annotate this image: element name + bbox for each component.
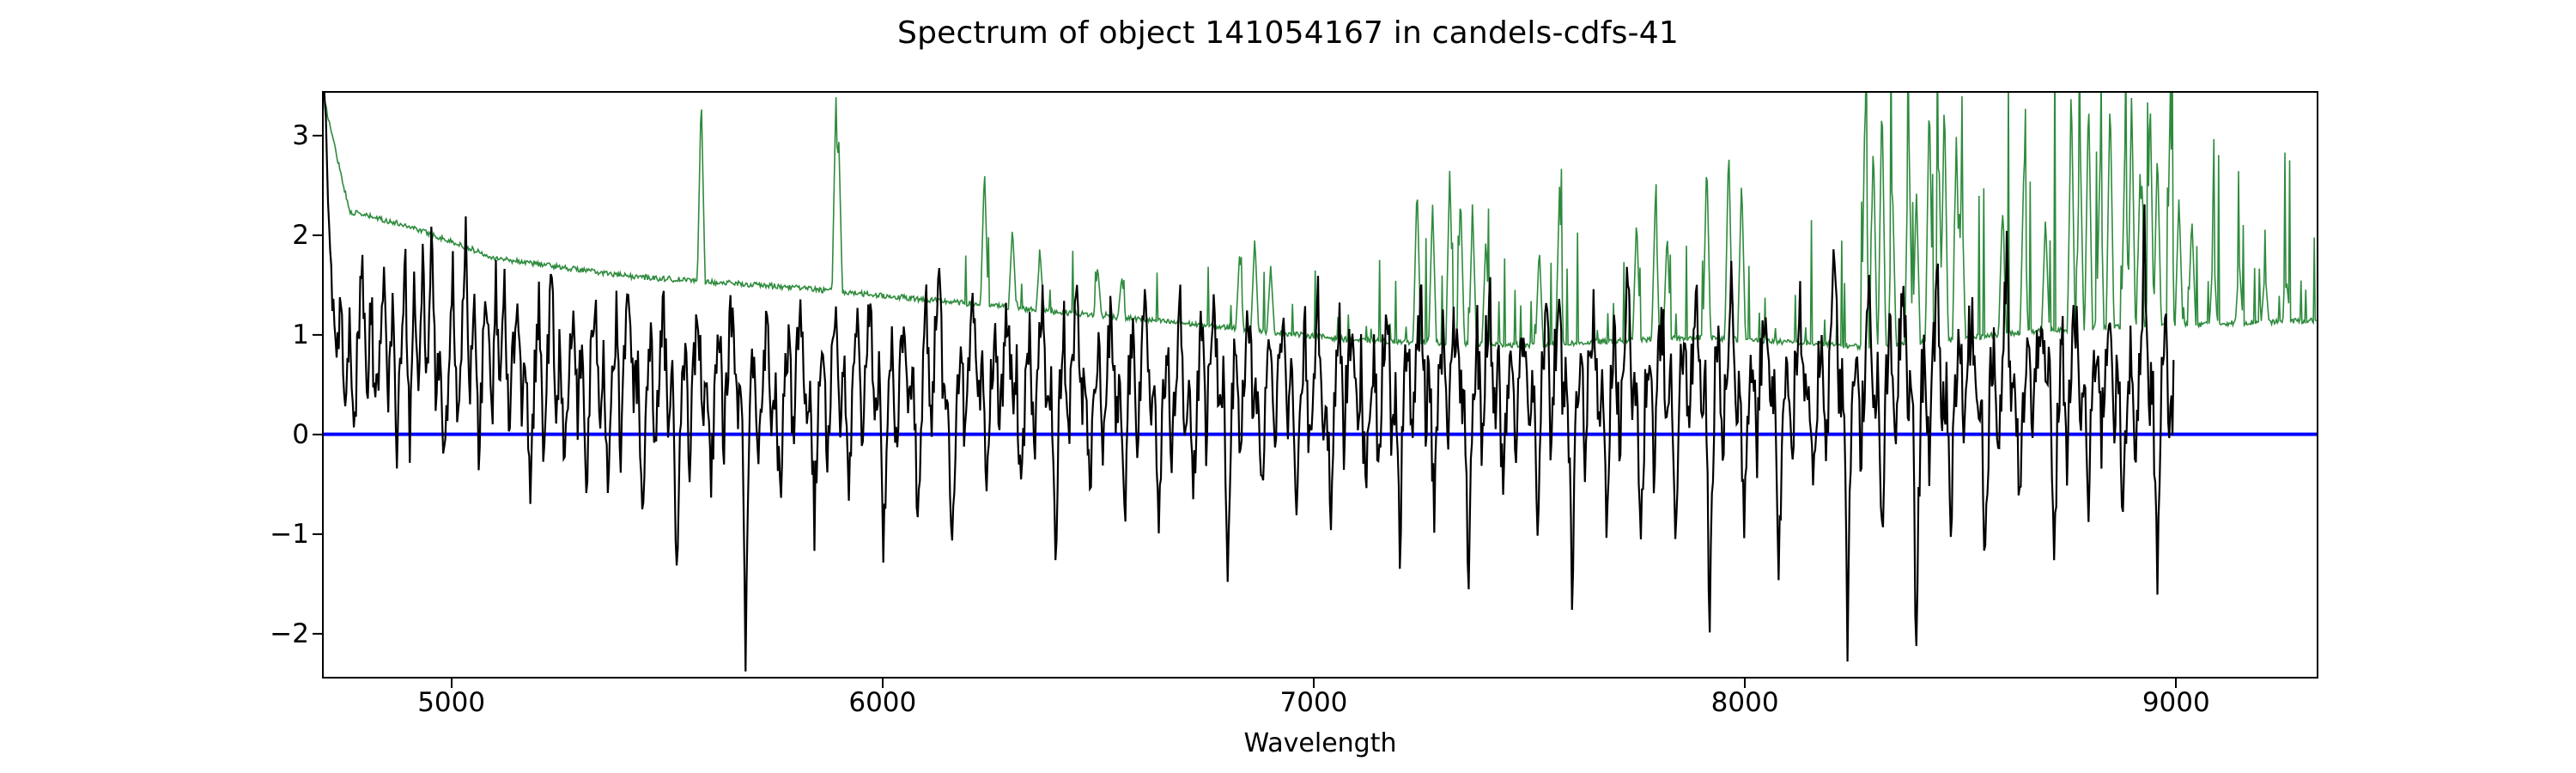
y-tick-label: 2 bbox=[292, 220, 309, 252]
flux-spectrum-line bbox=[324, 93, 2173, 672]
plot-canvas bbox=[324, 93, 2317, 677]
x-tick-label: 6000 bbox=[848, 687, 917, 718]
error-spectrum-path bbox=[324, 93, 2316, 349]
y-tick-label: 1 bbox=[292, 320, 309, 351]
y-tick-label: 0 bbox=[292, 418, 309, 450]
y-tick-label: 3 bbox=[292, 120, 309, 152]
y-tick-mark bbox=[313, 433, 323, 436]
error-spectrum-line bbox=[324, 93, 2316, 349]
x-tick-label: 5000 bbox=[417, 687, 486, 718]
x-tick-mark bbox=[1312, 678, 1315, 688]
x-tick-label: 8000 bbox=[1710, 687, 1779, 718]
y-tick-mark bbox=[313, 333, 323, 337]
plot-area bbox=[322, 91, 2318, 679]
x-tick-mark bbox=[450, 678, 453, 688]
x-tick-mark bbox=[1744, 678, 1747, 688]
y-tick-label: −2 bbox=[270, 618, 309, 649]
y-tick-mark bbox=[313, 632, 323, 635]
flux-spectrum-path bbox=[324, 93, 2173, 672]
x-tick-mark bbox=[881, 678, 884, 688]
x-axis-label: Wavelength bbox=[1243, 728, 1397, 758]
y-tick-label: −1 bbox=[270, 518, 309, 550]
x-tick-label: 7000 bbox=[1279, 687, 1348, 718]
x-tick-mark bbox=[2175, 678, 2178, 688]
y-tick-mark bbox=[313, 234, 323, 237]
chart-title: Spectrum of object 141054167 in candels-… bbox=[897, 15, 1679, 51]
y-tick-mark bbox=[313, 135, 323, 137]
x-tick-label: 9000 bbox=[2142, 687, 2210, 718]
y-tick-mark bbox=[313, 533, 323, 535]
